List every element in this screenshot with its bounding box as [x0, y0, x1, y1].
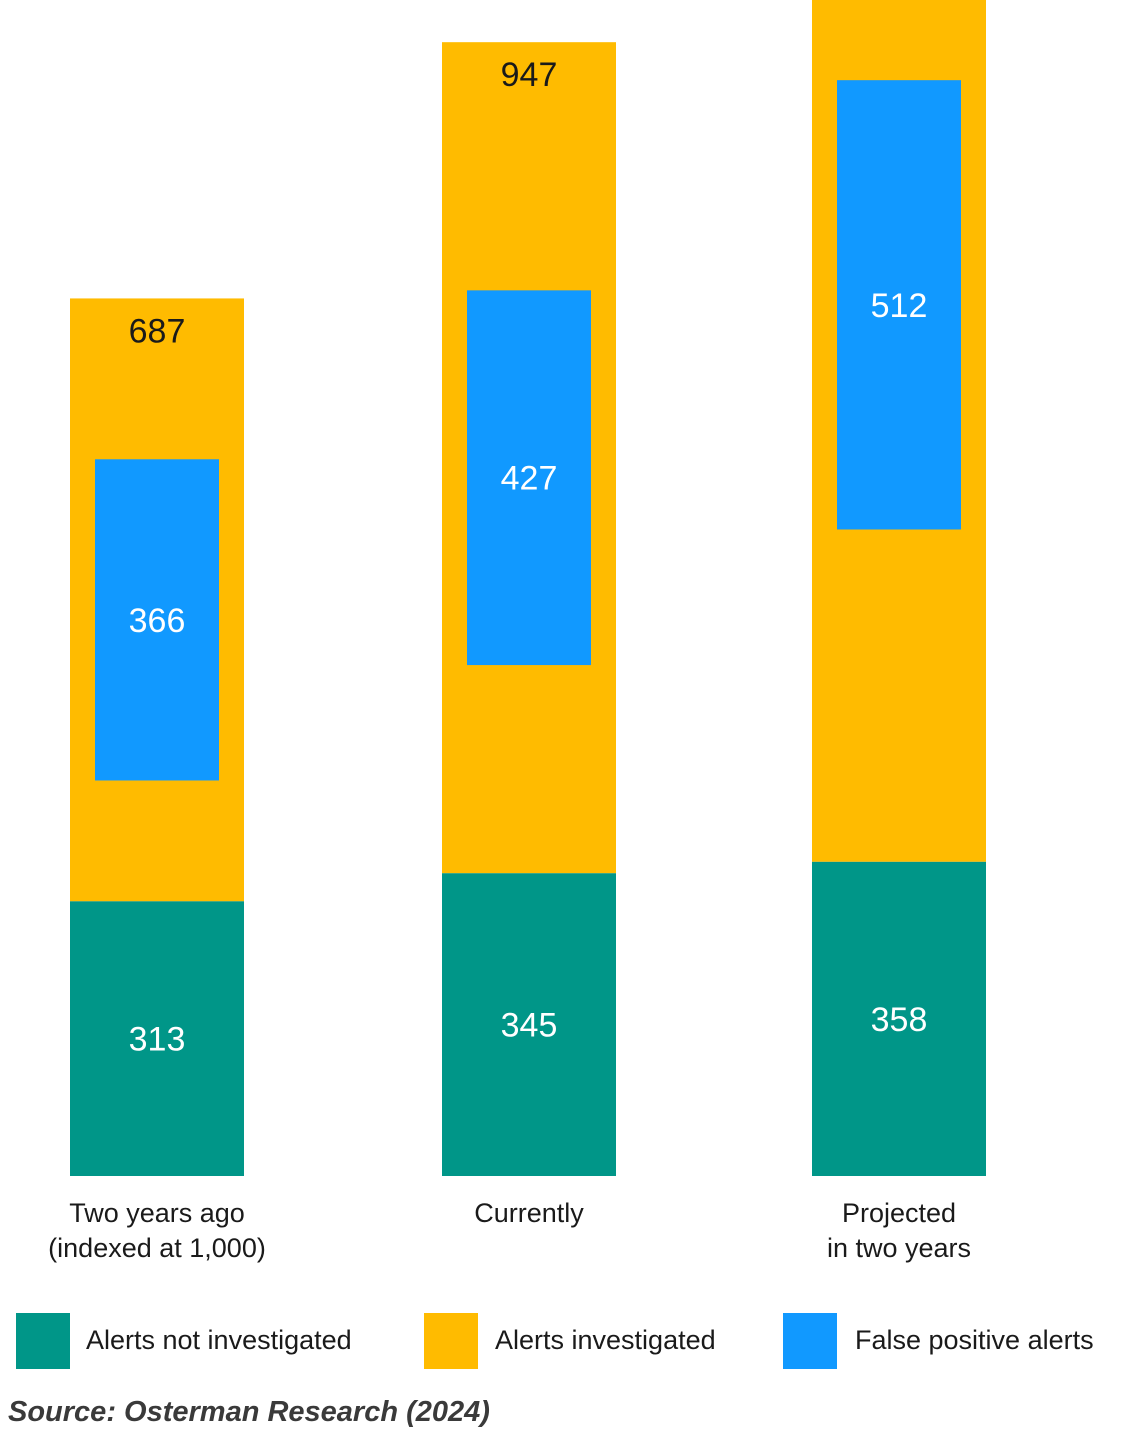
category-label: (indexed at 1,000) [48, 1233, 266, 1263]
bar-false-positive-alerts [95, 459, 219, 781]
data-label-false-positive-alerts: 512 [871, 287, 928, 325]
bar-alerts-not-investigated [442, 873, 616, 1176]
data-label-alerts-investigated: 947 [501, 56, 558, 94]
data-label-alerts-not-investigated: 358 [871, 1001, 928, 1039]
legend-label: False positive alerts [855, 1325, 1094, 1355]
legend-label: Alerts not investigated [86, 1325, 352, 1355]
legend-label: Alerts investigated [495, 1325, 716, 1355]
source-note: Source: Osterman Research (2024) [8, 1396, 490, 1428]
data-label-alerts-not-investigated: 313 [129, 1021, 186, 1059]
bar-alerts-not-investigated [812, 861, 986, 1176]
category-label: Currently [474, 1198, 584, 1228]
bar-alerts-not-investigated [70, 901, 244, 1176]
legend-swatch [424, 1313, 478, 1369]
bar-false-positive-alerts [467, 290, 591, 666]
category-label: in two years [827, 1233, 971, 1263]
data-label-false-positive-alerts: 366 [129, 602, 186, 640]
legend-swatch [16, 1313, 70, 1369]
category-label: Projected [842, 1198, 956, 1228]
data-label-alerts-not-investigated: 345 [501, 1007, 558, 1045]
bar-false-positive-alerts [837, 80, 961, 530]
data-label-false-positive-alerts: 427 [501, 460, 558, 498]
legend-swatch [783, 1313, 837, 1369]
category-label: Two years ago [69, 1198, 245, 1228]
data-label-alerts-investigated: 687 [129, 312, 186, 350]
